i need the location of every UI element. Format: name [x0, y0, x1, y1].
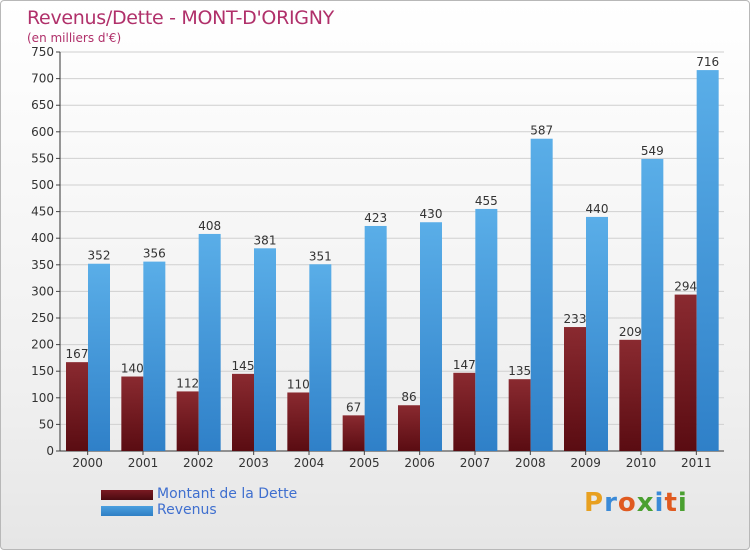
data-label-dette: 294: [674, 280, 697, 294]
data-label-dette: 233: [564, 312, 587, 326]
bar-revenus: [586, 216, 608, 451]
y-tick-label: 350: [31, 258, 54, 272]
x-tick-label: 2004: [294, 456, 325, 470]
x-tick-label: 2003: [238, 456, 269, 470]
chart-title: Revenus/Dette - MONT-D'ORIGNY: [27, 7, 334, 29]
data-label-dette: 135: [508, 364, 531, 378]
bar-dette: [232, 373, 254, 451]
bar-revenus: [309, 264, 332, 451]
data-label-dette: 86: [401, 390, 416, 404]
proxiti-logo: Proxiti: [584, 488, 688, 518]
data-label-dette: 167: [66, 347, 89, 361]
logo-letter: o: [617, 488, 637, 518]
y-tick-label: 250: [31, 311, 54, 325]
data-label-revenus: 430: [420, 207, 443, 221]
data-label-revenus: 440: [586, 202, 609, 216]
logo-letter: P: [584, 488, 605, 518]
data-label-dette: 67: [346, 400, 361, 414]
bar-revenus: [420, 222, 442, 451]
data-label-dette: 112: [176, 376, 199, 390]
bar-dette: [564, 327, 586, 451]
y-tick-label: 700: [31, 72, 54, 86]
bar-dette: [508, 379, 531, 451]
data-label-dette: 209: [619, 325, 642, 339]
bar-dette: [287, 392, 310, 451]
data-label-revenus: 587: [530, 124, 553, 138]
x-tick-label: 2005: [349, 456, 380, 470]
logo-letter: r: [604, 488, 618, 518]
x-tick-label: 2000: [72, 456, 103, 470]
bar-dette: [176, 391, 199, 451]
data-label-revenus: 351: [309, 249, 332, 263]
y-tick-label: 400: [31, 231, 54, 245]
data-label-revenus: 455: [475, 194, 498, 208]
bar-dette: [121, 376, 144, 451]
data-label-dette: 110: [287, 377, 310, 391]
chart-subtitle: (en milliers d'€): [27, 31, 122, 45]
y-tick-label: 200: [31, 338, 54, 352]
y-tick-label: 650: [31, 98, 54, 112]
y-tick-label: 550: [31, 151, 54, 165]
bar-revenus: [641, 158, 664, 451]
bar-dette: [398, 405, 420, 451]
x-tick-label: 2007: [460, 456, 491, 470]
data-label-revenus: 352: [88, 249, 111, 263]
y-tick-label: 100: [31, 391, 54, 405]
x-tick-label: 2011: [681, 456, 712, 470]
y-tick-label: 150: [31, 364, 54, 378]
bar-revenus: [696, 70, 719, 451]
data-label-revenus: 381: [254, 233, 277, 247]
legend-swatch-revenus: [101, 506, 153, 516]
bar-dette: [66, 362, 88, 451]
bar-dette: [453, 372, 476, 451]
bar-revenus: [254, 248, 276, 451]
data-label-revenus: 423: [364, 211, 387, 225]
legend-label-dette: Montant de la Dette: [157, 486, 298, 502]
y-tick-label: 750: [31, 45, 54, 59]
data-label-dette: 145: [232, 359, 255, 373]
bar-revenus: [88, 263, 110, 451]
y-tick-label: 500: [31, 178, 54, 192]
y-tick-label: 300: [31, 284, 54, 298]
bar-revenus: [198, 233, 221, 451]
x-tick-label: 2001: [128, 456, 159, 470]
y-tick-label: 600: [31, 125, 54, 139]
bar-dette: [619, 339, 642, 451]
data-label-revenus: 356: [143, 247, 166, 261]
bar-revenus: [364, 225, 387, 451]
x-tick-label: 2006: [404, 456, 435, 470]
data-label-revenus: 408: [198, 219, 221, 233]
logo-letter: i: [677, 488, 688, 518]
logo-letter: i: [654, 488, 665, 518]
x-tick-label: 2008: [515, 456, 546, 470]
x-tick-label: 2010: [626, 456, 657, 470]
bar-revenus: [143, 261, 166, 451]
logo-letter: t: [664, 488, 678, 518]
y-tick-label: 50: [39, 417, 54, 431]
data-label-dette: 147: [453, 358, 476, 372]
x-tick-label: 2002: [183, 456, 214, 470]
data-label-revenus: 549: [641, 144, 664, 158]
logo-letter: x: [636, 488, 655, 518]
data-label-revenus: 716: [696, 55, 719, 69]
bar-revenus: [530, 138, 553, 451]
data-label-dette: 140: [121, 362, 144, 376]
bar-dette: [674, 294, 697, 451]
y-tick-label: 450: [31, 205, 54, 219]
x-tick-label: 2009: [570, 456, 601, 470]
y-tick-label: 0: [46, 444, 54, 458]
legend-swatch-dette: [101, 490, 153, 500]
bar-dette: [342, 415, 365, 451]
legend-label-revenus: Revenus: [157, 502, 217, 518]
bar-revenus: [475, 208, 498, 451]
